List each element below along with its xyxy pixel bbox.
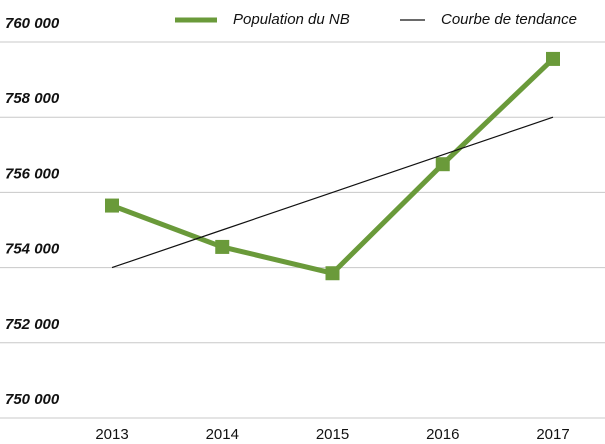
marker xyxy=(435,157,450,172)
marker xyxy=(215,239,230,254)
x-tick-label: 2016 xyxy=(426,426,459,443)
x-tick-label: 2017 xyxy=(536,426,569,443)
y-tick-label: 754 000 xyxy=(5,241,60,258)
y-tick-label: 750 000 xyxy=(5,391,60,408)
trend-line xyxy=(111,116,554,269)
x-tick-label: 2014 xyxy=(206,426,239,443)
legend-label: Courbe de tendance xyxy=(441,11,577,28)
x-tick-label: 2015 xyxy=(316,426,349,443)
y-tick-label: 752 000 xyxy=(5,316,60,333)
y-tick-label: 758 000 xyxy=(5,90,60,107)
x-tick-label: 2013 xyxy=(95,426,128,443)
marker xyxy=(325,266,340,281)
data-line xyxy=(111,57,555,276)
legend-label: Population du NB xyxy=(233,11,350,28)
y-tick-label: 756 000 xyxy=(5,165,60,182)
marker xyxy=(546,51,560,66)
y-tick-label: 760 000 xyxy=(5,15,60,32)
marker xyxy=(105,198,119,213)
